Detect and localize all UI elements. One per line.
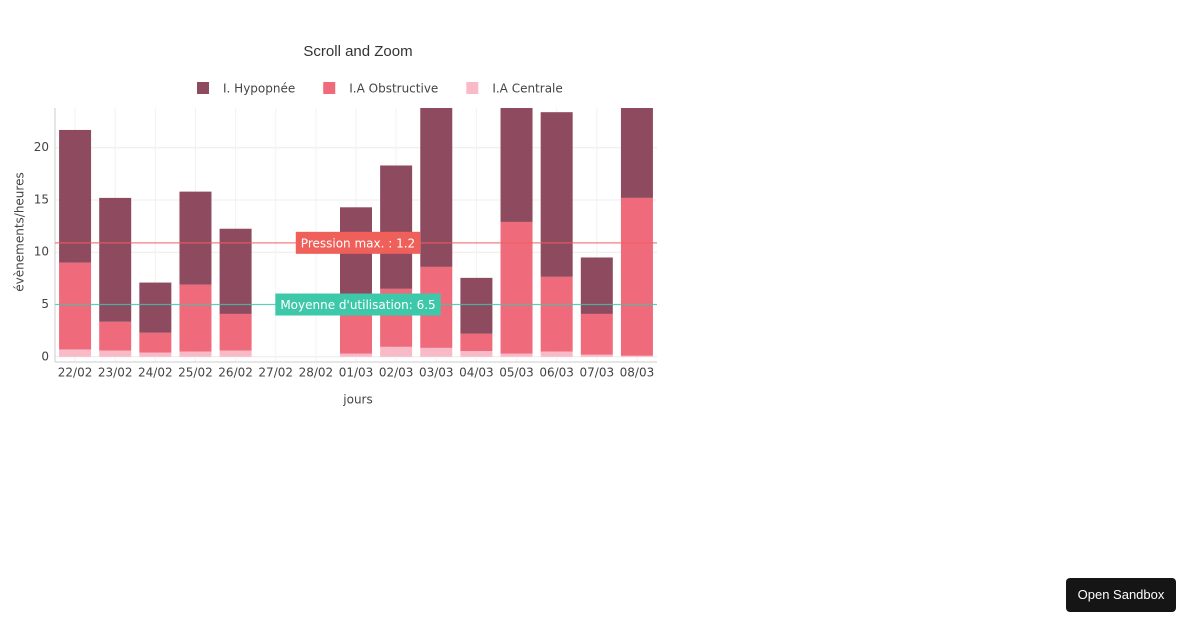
bar-segment (219, 228, 252, 314)
bar-segment (620, 108, 653, 198)
x-tick-label: 03/03 (419, 366, 454, 380)
bar-segment (139, 332, 172, 353)
bar-segment (99, 350, 132, 357)
bar-segment (580, 313, 613, 355)
bar-segment (500, 353, 533, 357)
x-tick-label: 07/03 (580, 366, 615, 380)
x-tick-label: 28/02 (299, 366, 334, 380)
reference-label: Pression max. : 1.2 (301, 236, 415, 250)
bar-segment (460, 277, 493, 334)
y-axis-title: évènements/heures (13, 172, 27, 291)
open-sandbox-button[interactable]: Open Sandbox (1066, 578, 1176, 612)
bar-segment (59, 349, 92, 357)
legend-swatch (466, 82, 479, 94)
bar-segment (179, 351, 212, 357)
reference-label-box (275, 293, 441, 316)
y-tick-label: 0 (41, 349, 49, 363)
bar-segment (580, 354, 613, 357)
bar-segment (540, 351, 573, 357)
bar-segment (179, 284, 212, 352)
legend-label: I.A Centrale (492, 82, 562, 96)
y-tick-label: 5 (41, 297, 49, 311)
bar-segment (540, 276, 573, 352)
bar-segment (219, 350, 252, 357)
legend-label: I. Hypopnée (223, 82, 295, 96)
x-axis-title: jours (342, 393, 372, 407)
bar-segment (340, 353, 372, 357)
bar-segment (59, 129, 92, 263)
bar-segment (99, 197, 132, 322)
bar-segment (139, 282, 172, 333)
y-tick-label: 10 (34, 245, 49, 259)
x-tick-label: 27/02 (258, 366, 293, 380)
bar-segment (580, 257, 613, 314)
x-tick-label: 23/02 (98, 366, 133, 380)
x-tick-label: 02/03 (379, 366, 414, 380)
bar-segment (540, 112, 573, 277)
chart-title: Scroll and Zoom (303, 43, 412, 60)
x-tick-label: 05/03 (499, 366, 534, 380)
reference-label-box (295, 231, 421, 254)
bar-segment (99, 321, 132, 351)
x-tick-label: 01/03 (339, 366, 374, 380)
bar-segment (179, 191, 212, 285)
bar-segment (500, 221, 533, 354)
x-tick-label: 22/02 (58, 366, 93, 380)
bar-segment (59, 262, 92, 350)
x-tick-label: 04/03 (459, 366, 494, 380)
bar-segment (380, 165, 413, 289)
bar-segment (219, 313, 252, 351)
legend-swatch (197, 82, 209, 94)
legend-swatch (323, 82, 336, 94)
x-tick-label: 06/03 (539, 366, 574, 380)
chart: Scroll and Zoom jours évènements/heures … (13, 43, 657, 407)
x-tick-label: 25/02 (178, 366, 213, 380)
bar-segment (460, 333, 493, 352)
bar-segment (500, 108, 533, 222)
y-tick-label: 15 (34, 192, 49, 206)
x-tick-label: 24/02 (138, 366, 173, 380)
bar-segment (420, 108, 453, 267)
legend-label: I.A Obstructive (349, 82, 438, 96)
bar-segment (460, 351, 493, 357)
bar-segment (420, 347, 453, 357)
x-tick-label: 26/02 (218, 366, 253, 380)
y-tick-label: 20 (34, 140, 49, 154)
bar-segment (139, 352, 172, 357)
reference-label: Moyenne d'utilisation: 6.5 (280, 298, 435, 312)
bar-segment (620, 197, 653, 356)
bar-segment (620, 355, 653, 357)
x-tick-label: 08/03 (620, 366, 655, 380)
bar-segment (380, 346, 413, 357)
